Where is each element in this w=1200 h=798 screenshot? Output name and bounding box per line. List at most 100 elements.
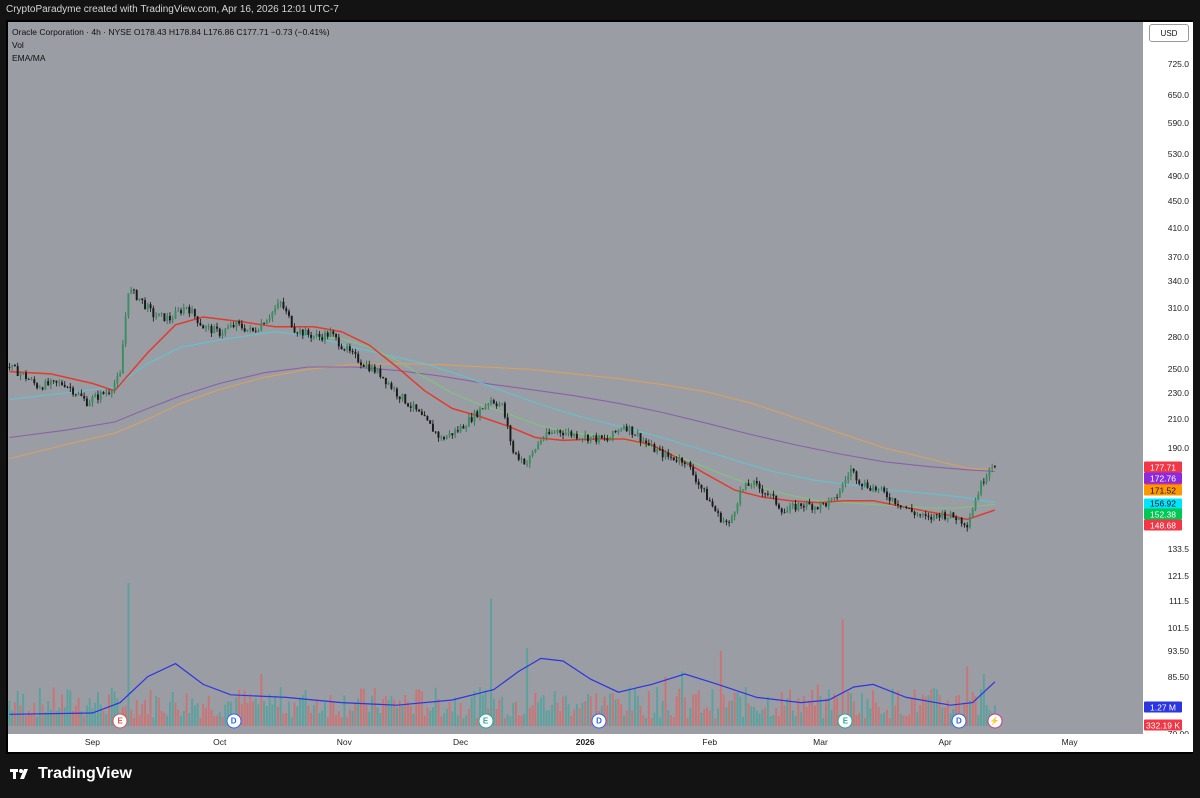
candle-body xyxy=(407,403,409,407)
candle-body xyxy=(750,485,753,486)
volume-bar xyxy=(736,692,739,726)
volume-bar xyxy=(80,711,83,726)
volume-bar xyxy=(227,701,230,726)
candle-body xyxy=(177,310,180,312)
volume-bar xyxy=(919,705,922,726)
candle-body xyxy=(465,426,468,429)
volume-bar xyxy=(866,698,869,726)
candle-body xyxy=(672,457,675,461)
candle-body xyxy=(620,429,623,431)
volume-bar xyxy=(409,706,412,726)
candle-body xyxy=(69,386,72,388)
volume-bar xyxy=(343,695,346,726)
candle-body xyxy=(789,505,792,511)
tradingview-logo-icon xyxy=(10,769,28,779)
candle-body xyxy=(373,366,376,373)
volume-bar xyxy=(395,707,398,726)
candle-body xyxy=(332,331,335,334)
tradingview-logo[interactable]: TradingView xyxy=(10,765,132,783)
candle-body xyxy=(730,516,733,523)
volume-bar xyxy=(778,715,780,726)
volume-bar xyxy=(434,687,437,726)
volume-bar xyxy=(811,689,814,726)
candle-body xyxy=(658,449,661,451)
volume-bar xyxy=(930,689,933,726)
volume-bar xyxy=(276,706,279,726)
volume-bar xyxy=(218,712,221,726)
candle-body xyxy=(570,431,573,436)
volume-bar xyxy=(58,707,61,726)
volume-bar xyxy=(157,697,160,726)
volume-bar xyxy=(883,712,886,726)
volume-bar xyxy=(202,704,205,726)
price-tick-label: 530.0 xyxy=(1167,148,1189,159)
candle-body xyxy=(41,387,44,390)
dividend-icon[interactable]: D xyxy=(226,713,242,729)
candle-body xyxy=(800,503,803,506)
volume-bar xyxy=(116,698,119,726)
candle-body xyxy=(670,456,672,458)
candle-body xyxy=(816,507,819,510)
time-tick-label: Mar xyxy=(813,737,828,747)
volume-bar xyxy=(564,695,567,726)
candle-body xyxy=(503,403,506,418)
volume-bar xyxy=(885,709,888,726)
candle-body xyxy=(279,301,282,304)
candle-body xyxy=(434,431,437,433)
volume-bar xyxy=(448,701,451,726)
candle-body xyxy=(551,432,553,434)
dividend-icon[interactable]: D xyxy=(951,713,967,729)
chart-svg[interactable] xyxy=(8,22,1143,734)
volume-bar xyxy=(545,710,548,726)
price-axis[interactable]: 70.0085.5093.50101.5111.5121.5133.5190.0… xyxy=(1143,22,1193,739)
volume-ma-line xyxy=(9,657,996,715)
price-tick-label: 93.50 xyxy=(1167,646,1189,657)
lightning-icon[interactable]: ⚡ xyxy=(987,713,1003,729)
volume-bar xyxy=(224,704,227,726)
volume-bar xyxy=(362,688,365,726)
price-tick-label: 111.5 xyxy=(1168,595,1189,606)
volume-bar xyxy=(650,717,653,726)
volume-bar xyxy=(315,700,318,726)
candle-body xyxy=(260,323,263,331)
volume-bar xyxy=(94,702,97,726)
earnings-flag-icon[interactable]: E xyxy=(478,713,494,729)
candle-body xyxy=(232,325,235,328)
dividend-icon[interactable]: D xyxy=(591,713,607,729)
volume-bar xyxy=(346,717,349,726)
earnings-flag-icon[interactable]: E xyxy=(112,713,128,729)
currency-button[interactable]: USD xyxy=(1149,24,1189,42)
volume-bar xyxy=(852,701,855,726)
volume-bar xyxy=(559,711,562,726)
chart-plot-area[interactable] xyxy=(8,22,1143,734)
candle-body xyxy=(515,452,517,454)
volume-bar xyxy=(924,696,927,726)
earnings-flag-icon[interactable]: E xyxy=(837,713,853,729)
volume-bar xyxy=(908,714,911,726)
volume-bar xyxy=(653,712,656,726)
candle-body xyxy=(581,438,584,440)
candle-body xyxy=(168,315,171,321)
volume-bar xyxy=(941,707,944,726)
volume-bar xyxy=(609,693,612,726)
volume-bar xyxy=(265,705,268,726)
candle-body xyxy=(121,344,124,374)
volume-bar xyxy=(797,698,800,726)
candle-body xyxy=(523,458,526,465)
volume-bar xyxy=(271,704,274,726)
candle-body xyxy=(617,429,620,433)
candle-body xyxy=(337,337,340,347)
candle-body xyxy=(38,387,41,389)
candle-body xyxy=(254,330,257,332)
volume-bar xyxy=(775,707,778,726)
candle-body xyxy=(52,380,55,382)
time-axis[interactable]: Sep Oct Nov Dec 2026 Feb Mar Apr May xyxy=(8,734,1143,752)
candle-body xyxy=(606,438,609,441)
volume-bar xyxy=(492,698,495,726)
candle-body xyxy=(534,449,537,453)
volume-bar xyxy=(213,715,216,726)
candle-body xyxy=(955,517,958,521)
legend-volume[interactable]: Vol xyxy=(12,40,24,50)
legend-ema-ma[interactable]: EMA/MA xyxy=(12,53,46,63)
candle-body xyxy=(276,303,279,309)
